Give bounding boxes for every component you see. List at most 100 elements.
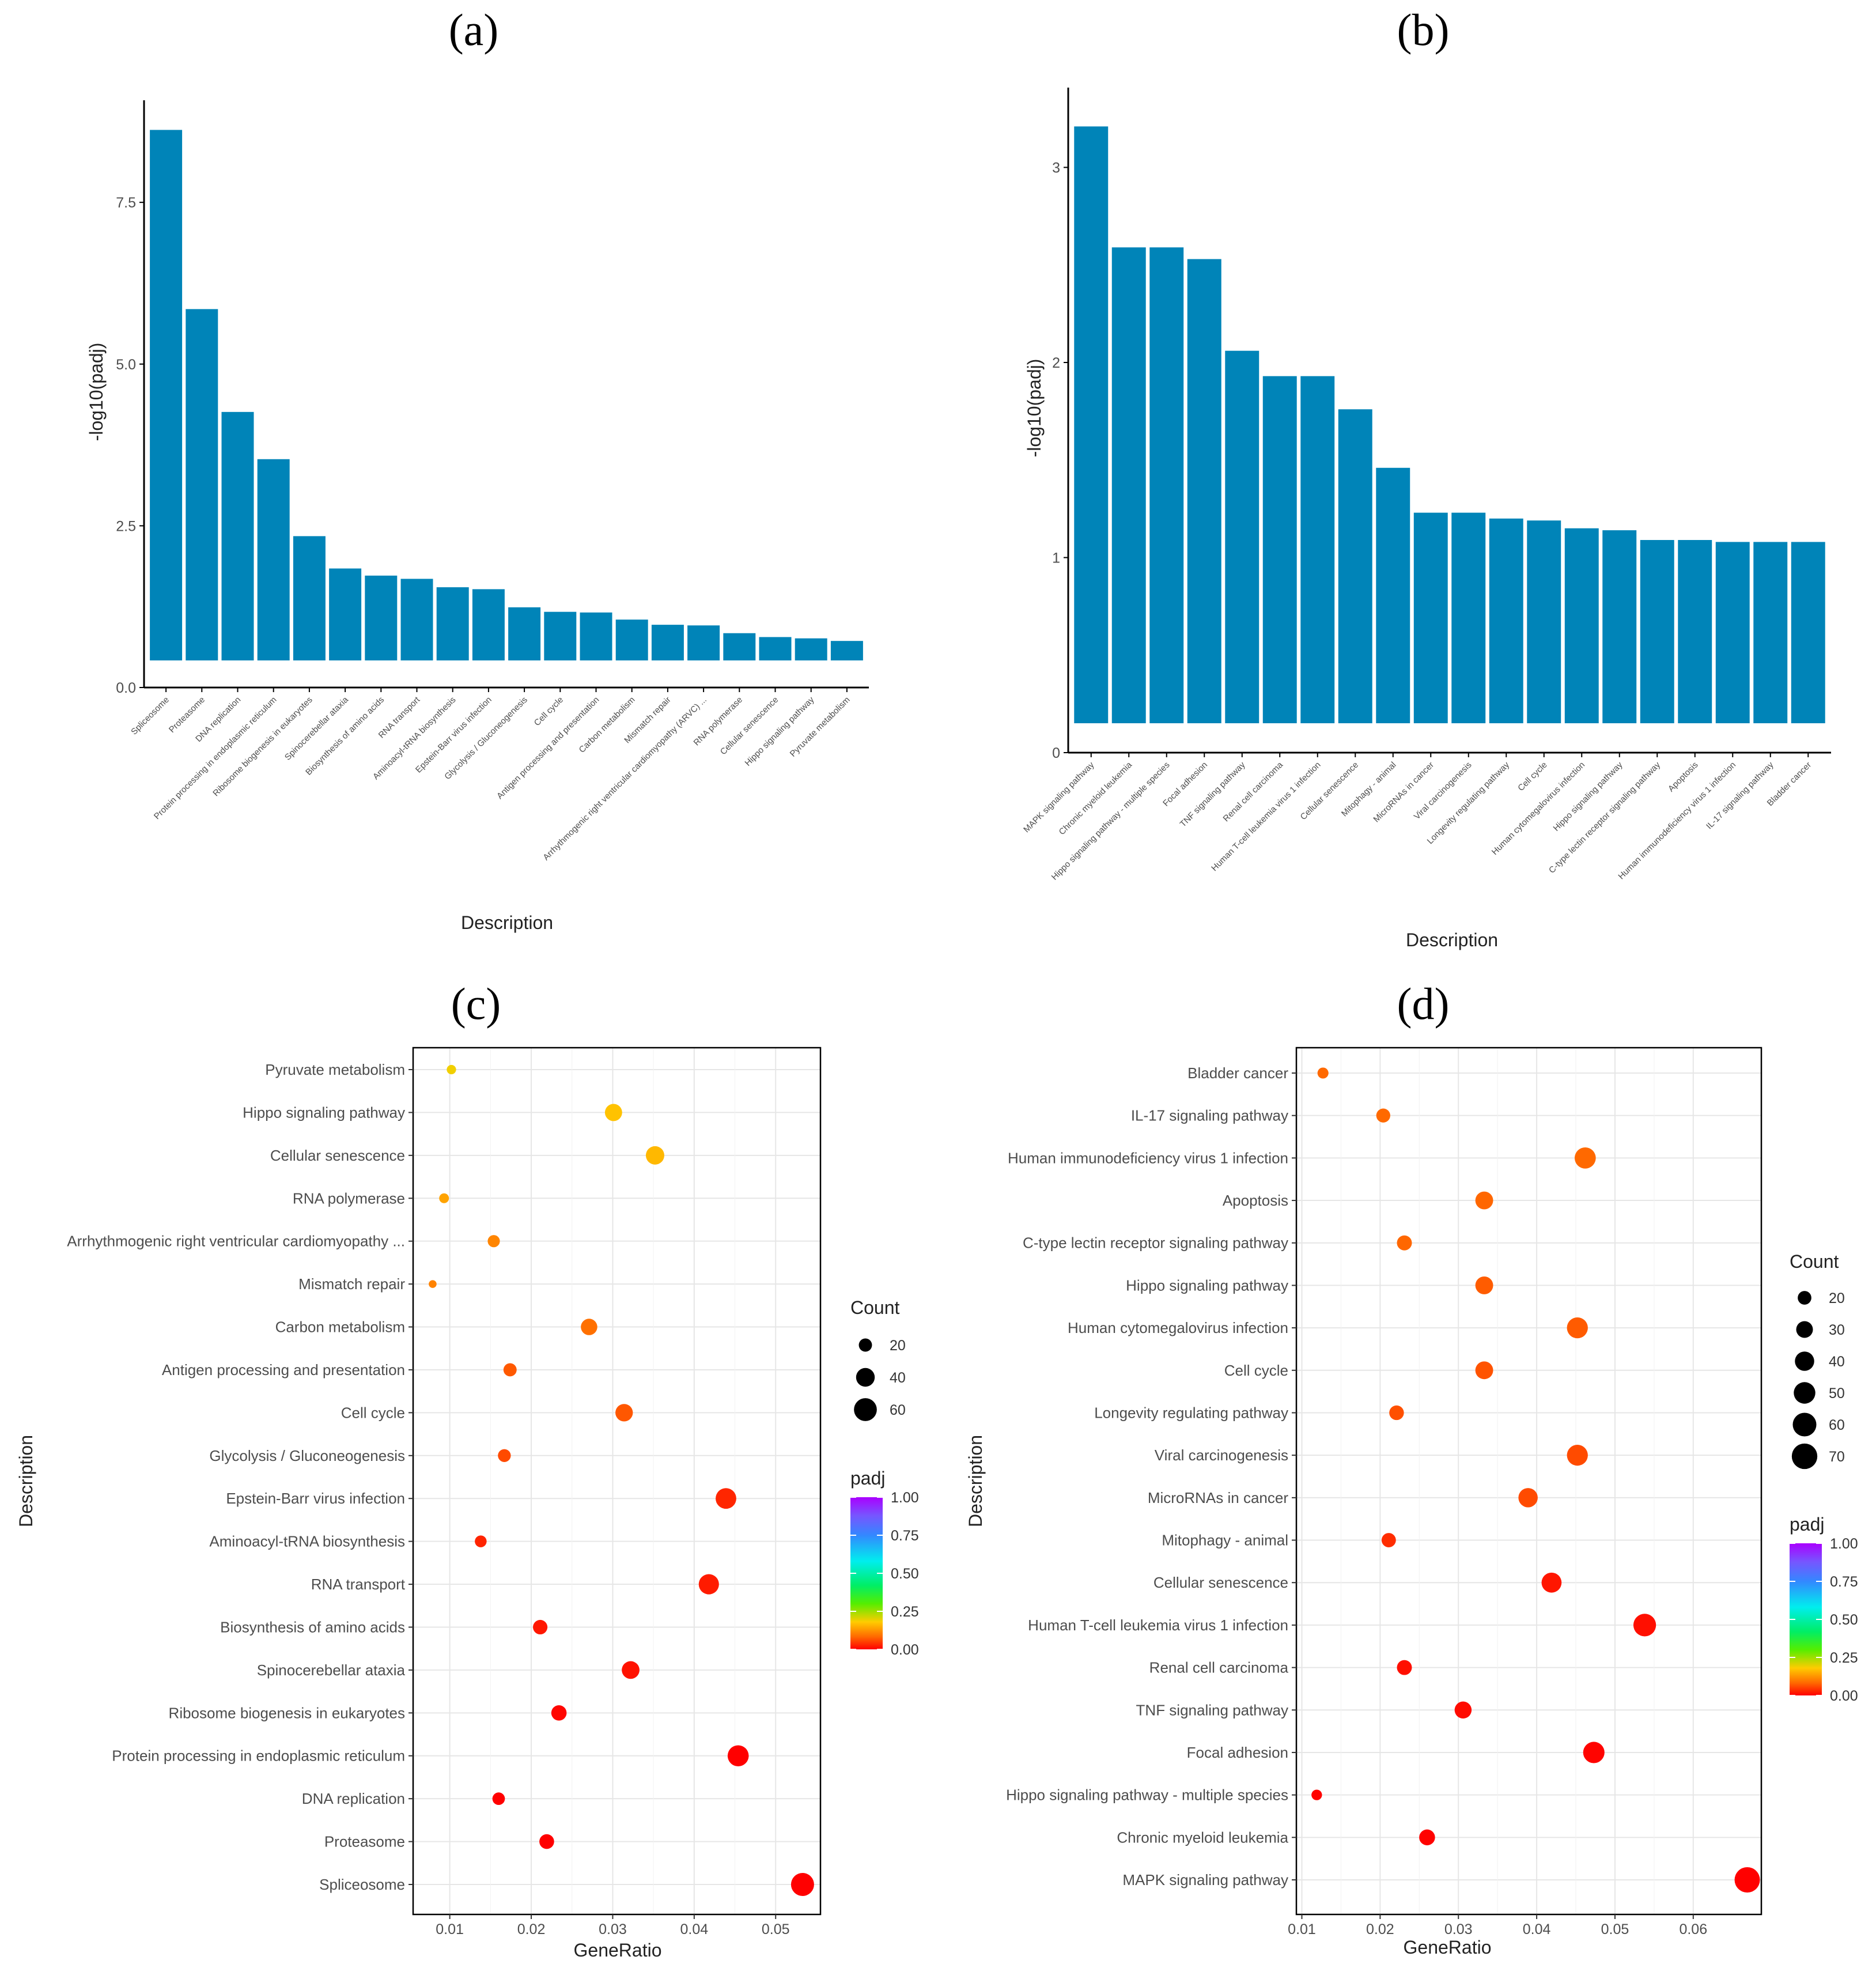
x-category-label: Pyruvate metabolism bbox=[788, 695, 852, 759]
dot-c-7 bbox=[503, 1363, 517, 1377]
dot-d-19 bbox=[1734, 1867, 1760, 1893]
y-category-label: Hippo signaling pathway bbox=[243, 1104, 405, 1121]
dot-c-14 bbox=[622, 1661, 640, 1679]
color-legend-title: padj bbox=[1790, 1514, 1825, 1535]
panel-a-ylabel: -log10(padj) bbox=[86, 343, 107, 441]
dot-d-16 bbox=[1583, 1742, 1605, 1763]
bar-a-10 bbox=[508, 607, 541, 660]
bar-a-14 bbox=[651, 625, 684, 660]
dot-d-6 bbox=[1567, 1317, 1588, 1339]
y-category-label: MAPK signaling pathway bbox=[1122, 1871, 1288, 1889]
x-tick-label: 0.06 bbox=[1679, 1921, 1707, 1937]
dot-c-11 bbox=[475, 1535, 487, 1547]
bar-a-1 bbox=[186, 309, 218, 660]
plot-frame bbox=[412, 1047, 822, 1916]
size-legend-dot bbox=[858, 1338, 872, 1352]
dot-c-0 bbox=[447, 1064, 456, 1075]
x-tick-label: 0.05 bbox=[762, 1921, 790, 1937]
y-category-label: Aminoacyl-tRNA biosynthesis bbox=[209, 1533, 405, 1550]
dot-c-10 bbox=[716, 1488, 736, 1509]
x-category-label: Chronic myeloid leukemia bbox=[1057, 760, 1134, 837]
x-category-label: Hippo signaling pathway bbox=[743, 694, 816, 768]
y-category-label: Spinocerebellar ataxia bbox=[257, 1661, 406, 1679]
x-category-label: Proteasome bbox=[167, 695, 207, 735]
dot-d-18 bbox=[1419, 1829, 1435, 1846]
y-category-label: Apoptosis bbox=[1223, 1192, 1288, 1209]
y-category-label: Epstein-Barr virus infection bbox=[226, 1490, 405, 1507]
y-category-label: DNA replication bbox=[302, 1790, 405, 1807]
bar-b-13 bbox=[1564, 528, 1599, 723]
dot-c-18 bbox=[539, 1834, 554, 1849]
y-category-label: Spliceosome bbox=[319, 1876, 405, 1893]
y-category-label: RNA polymerase bbox=[293, 1189, 405, 1207]
size-legend-label: 20 bbox=[1829, 1290, 1845, 1306]
dot-d-2 bbox=[1574, 1147, 1596, 1169]
dot-c-16 bbox=[727, 1745, 749, 1767]
x-category-label: Hippo signaling pathway bbox=[1552, 760, 1625, 833]
panel-d-label: (d) bbox=[1397, 979, 1450, 1029]
x-tick-label: 0.03 bbox=[599, 1921, 627, 1937]
color-legend-label: 0.75 bbox=[1830, 1574, 1858, 1590]
bar-a-2 bbox=[221, 411, 254, 660]
color-legend-label: 1.00 bbox=[1830, 1536, 1858, 1552]
y-category-label: Ribosome biogenesis in eukaryotes bbox=[169, 1704, 405, 1721]
size-legend-dot bbox=[1791, 1443, 1818, 1470]
bar-a-13 bbox=[615, 620, 648, 660]
y-tick-label: 2.5 bbox=[116, 518, 136, 534]
size-legend-dot bbox=[1798, 1291, 1811, 1305]
bar-b-3 bbox=[1187, 259, 1221, 723]
bar-b-12 bbox=[1527, 520, 1561, 723]
y-category-label: Bladder cancer bbox=[1187, 1064, 1288, 1082]
y-category-label: Arrhythmogenic right ventricular cardiom… bbox=[67, 1233, 405, 1250]
bar-a-17 bbox=[759, 637, 792, 660]
y-tick-label: 0.0 bbox=[116, 680, 136, 696]
size-legend-dot bbox=[1795, 1351, 1814, 1371]
x-category-label: TNF signaling pathway bbox=[1178, 760, 1247, 829]
bar-a-12 bbox=[580, 612, 612, 660]
x-category-label: MAPK signaling pathway bbox=[1022, 760, 1096, 834]
x-tick-label: 0.04 bbox=[680, 1921, 708, 1937]
x-category-label: Arrhythmogenic right ventricular cardiom… bbox=[541, 695, 709, 863]
dot-c-6 bbox=[581, 1319, 597, 1335]
size-legend-dot bbox=[1792, 1412, 1817, 1437]
x-tick-label: 0.03 bbox=[1444, 1921, 1473, 1937]
size-legend-label: 40 bbox=[890, 1370, 906, 1386]
y-category-label: Viral carcinogenesis bbox=[1155, 1446, 1288, 1464]
y-tick-label: 0 bbox=[1052, 745, 1060, 761]
bar-b-1 bbox=[1111, 247, 1146, 723]
x-category-label: Cell cycle bbox=[532, 695, 565, 728]
x-category-label: IL-17 signaling pathway bbox=[1704, 760, 1776, 831]
y-category-label: IL-17 signaling pathway bbox=[1131, 1107, 1288, 1124]
x-category-label: Epstein-Barr virus infection bbox=[414, 695, 494, 775]
size-legend-label: 50 bbox=[1829, 1385, 1845, 1402]
y-category-label: Human T-cell leukemia virus 1 infection bbox=[1028, 1616, 1288, 1634]
panel-c-label: (c) bbox=[451, 979, 501, 1029]
bar-a-19 bbox=[830, 641, 863, 660]
y-category-label: Chronic myeloid leukemia bbox=[1117, 1829, 1288, 1846]
color-legend-label: 0.00 bbox=[1830, 1688, 1858, 1704]
y-tick-label: 3 bbox=[1052, 160, 1060, 176]
bar-b-0 bbox=[1074, 126, 1109, 723]
dot-c-15 bbox=[551, 1705, 567, 1721]
size-legend-dot bbox=[854, 1398, 877, 1421]
y-category-label: Human cytomegalovirus infection bbox=[1068, 1319, 1288, 1336]
bar-a-18 bbox=[795, 638, 827, 660]
y-category-label: Longevity regulating pathway bbox=[1094, 1404, 1288, 1421]
y-category-label: Carbon metabolism bbox=[275, 1319, 405, 1336]
y-tick-label: 1 bbox=[1052, 550, 1060, 566]
x-category-label: Longevity regulating pathway bbox=[1425, 760, 1512, 846]
y-category-label: Cell cycle bbox=[1224, 1362, 1288, 1379]
x-category-label: Biosynthesis of amino acids bbox=[304, 695, 386, 777]
x-category-label: Cell cycle bbox=[1516, 760, 1549, 793]
plot-frame bbox=[1295, 1047, 1762, 1916]
dot-c-12 bbox=[698, 1574, 719, 1595]
dot-c-1 bbox=[604, 1104, 622, 1121]
size-legend-label: 60 bbox=[1829, 1417, 1845, 1433]
bar-a-8 bbox=[436, 587, 469, 660]
y-category-label: C-type lectin receptor signaling pathway bbox=[1023, 1234, 1288, 1252]
color-legend-label: 0.25 bbox=[1830, 1650, 1858, 1666]
bar-a-0 bbox=[150, 130, 183, 661]
bar-a-15 bbox=[687, 625, 720, 660]
dot-c-4 bbox=[487, 1235, 500, 1248]
size-legend-dot bbox=[1796, 1321, 1813, 1338]
